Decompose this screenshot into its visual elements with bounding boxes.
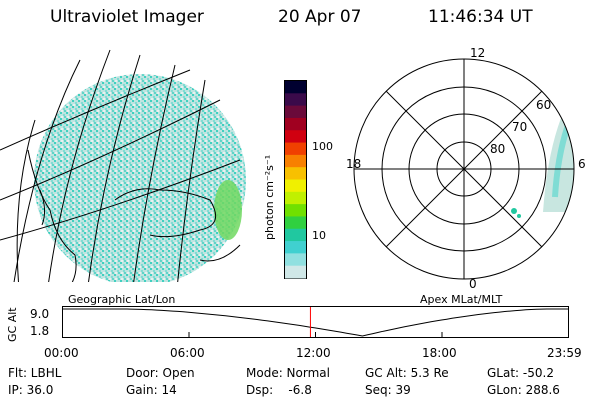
- glat-status: GLat: -50.2: [487, 366, 554, 380]
- colorbar-tick-100: 100: [312, 140, 333, 153]
- polar-panel: [353, 58, 575, 280]
- lat-label-60: 60: [536, 98, 552, 112]
- time-tick-2359: 23:59: [547, 346, 582, 360]
- time-tick-1200: 12:00: [296, 346, 331, 360]
- colorbar-segment: [285, 179, 306, 193]
- colorbar-segment: [285, 253, 306, 267]
- colorbar-segment: [285, 142, 306, 156]
- door-status: Door: Open: [126, 366, 195, 380]
- altitude-ylabel: GC Alt: [6, 307, 19, 342]
- colorbar-segment: [285, 105, 306, 119]
- colorbar-segment: [285, 167, 306, 180]
- app-title: Ultraviolet Imager: [50, 7, 204, 27]
- colorbar-segment: [285, 204, 306, 217]
- colorbar-segment: [285, 117, 306, 131]
- ip-status: IP: 36.0: [8, 383, 54, 397]
- colorbar-segment: [285, 154, 306, 168]
- altitude-ytick-min: 1.8: [30, 324, 50, 338]
- colorbar-segment: [285, 216, 306, 230]
- colorbar: [284, 80, 307, 279]
- mode-status: Mode: Normal: [246, 366, 330, 380]
- gc-alt-status: GC Alt: 5.3 Re: [365, 366, 449, 380]
- colorbar-segment: [285, 93, 306, 107]
- time-tick-1800: 18:00: [422, 346, 457, 360]
- altitude-plot: [62, 306, 569, 338]
- time-tick-0000: 00:00: [44, 346, 79, 360]
- polar-panel-caption: Apex MLat/MLT: [420, 293, 503, 306]
- gain-status: Gain: 14: [126, 383, 177, 397]
- colorbar-segment: [285, 265, 306, 279]
- colorbar-segment: [285, 228, 306, 242]
- filter-status: Flt: LBHL: [8, 366, 62, 380]
- geo-panel-caption: Geographic Lat/Lon: [68, 293, 176, 306]
- date-label: 20 Apr 07: [278, 7, 362, 27]
- mlt-label-6: 6: [578, 157, 586, 171]
- geographic-image-panel: [0, 49, 246, 282]
- mlt-label-12: 12: [470, 46, 486, 60]
- colorbar-segment: [285, 191, 306, 205]
- colorbar-segment: [285, 81, 306, 94]
- mlt-label-18: 18: [346, 157, 362, 171]
- lat-label-70: 70: [512, 120, 528, 134]
- dsp-status: Dsp: -6.8: [246, 383, 312, 397]
- glon-status: GLon: 288.6: [487, 383, 560, 397]
- mlt-label-0: 0: [469, 277, 477, 291]
- colorbar-segment: [285, 241, 306, 254]
- colorbar-unit-label: photon cm⁻²s⁻¹: [263, 154, 276, 240]
- time-label: 11:46:34 UT: [428, 7, 533, 27]
- time-tick-0600: 06:00: [170, 346, 205, 360]
- colorbar-segment: [285, 130, 306, 144]
- altitude-ytick-max: 9.0: [30, 307, 50, 321]
- seq-status: Seq: 39: [365, 383, 411, 397]
- lat-label-80: 80: [490, 142, 506, 156]
- colorbar-tick-10: 10: [312, 229, 326, 242]
